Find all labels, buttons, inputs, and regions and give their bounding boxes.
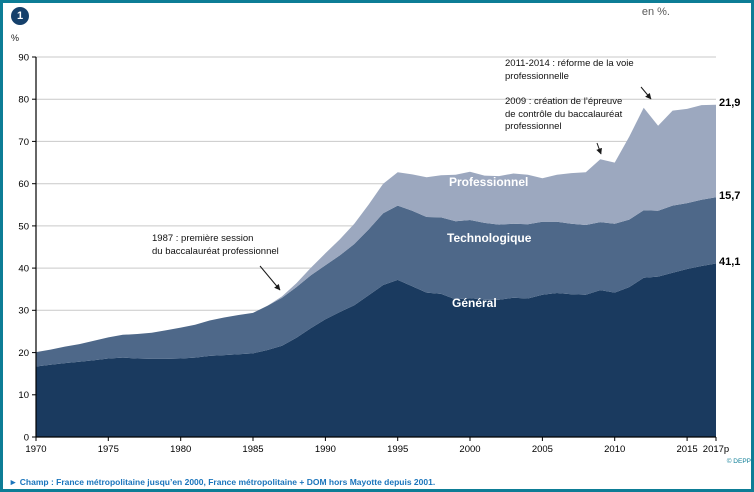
annotation-2011-2014: 2011-2014 : réforme de la voie profession… <box>505 58 634 82</box>
y-tick-label: 90 <box>18 52 29 63</box>
x-tick-label: 2005 <box>532 444 553 455</box>
area-Technologique <box>36 197 716 367</box>
annotation-arrow <box>259 265 281 291</box>
y-tick-label: 0 <box>24 432 29 443</box>
x-tick-label: 2017p <box>703 444 729 455</box>
y-tick-label: 20 <box>18 348 29 359</box>
y-axis-unit-label: % <box>11 33 20 43</box>
annotation-arrow <box>640 86 652 100</box>
figure-number-badge: 1 <box>11 7 29 25</box>
annotation-2009: 2009 : création de l’épreuve de contrôle … <box>505 96 623 133</box>
y-tick-label: 60 <box>18 179 29 190</box>
y-tick-label: 50 <box>18 221 29 232</box>
unit-label: en %. <box>641 6 670 18</box>
x-tick-label: 2000 <box>459 444 480 455</box>
x-tick-label: 1985 <box>242 444 263 455</box>
x-tick-label: 1980 <box>170 444 191 455</box>
y-tick-label: 30 <box>18 306 29 317</box>
credit-label: © DEPP <box>726 458 751 465</box>
y-tick-label: 40 <box>18 264 29 275</box>
series-label-technologique: Technologique <box>447 231 532 245</box>
y-tick-label: 10 <box>18 390 29 401</box>
y-tick-label: 80 <box>18 95 29 106</box>
annotation-arrow <box>596 142 602 155</box>
end-value-technologique: 15,7 <box>719 190 741 202</box>
end-value-general: 41,1 <box>719 256 741 268</box>
y-tick-label: 70 <box>18 137 29 148</box>
x-tick-label: 2015 <box>677 444 698 455</box>
series-label-general: Général <box>452 296 497 310</box>
area-Professionnel <box>36 104 716 353</box>
x-tick-label: 1995 <box>387 444 408 455</box>
footer-champ-note: ► Champ : France métropolitaine jusqu’en… <box>9 477 436 487</box>
end-value-professionnel: 21,9 <box>719 97 741 109</box>
x-tick-label: 1990 <box>315 444 336 455</box>
x-tick-label: 2010 <box>604 444 625 455</box>
x-tick-label: 1975 <box>98 444 119 455</box>
area-Général <box>36 263 716 437</box>
series-label-professionnel: Professionnel <box>449 175 529 189</box>
annotation-1987: 1987 : première session du baccalauréat p… <box>152 233 279 257</box>
x-tick-label: 1970 <box>25 444 46 455</box>
